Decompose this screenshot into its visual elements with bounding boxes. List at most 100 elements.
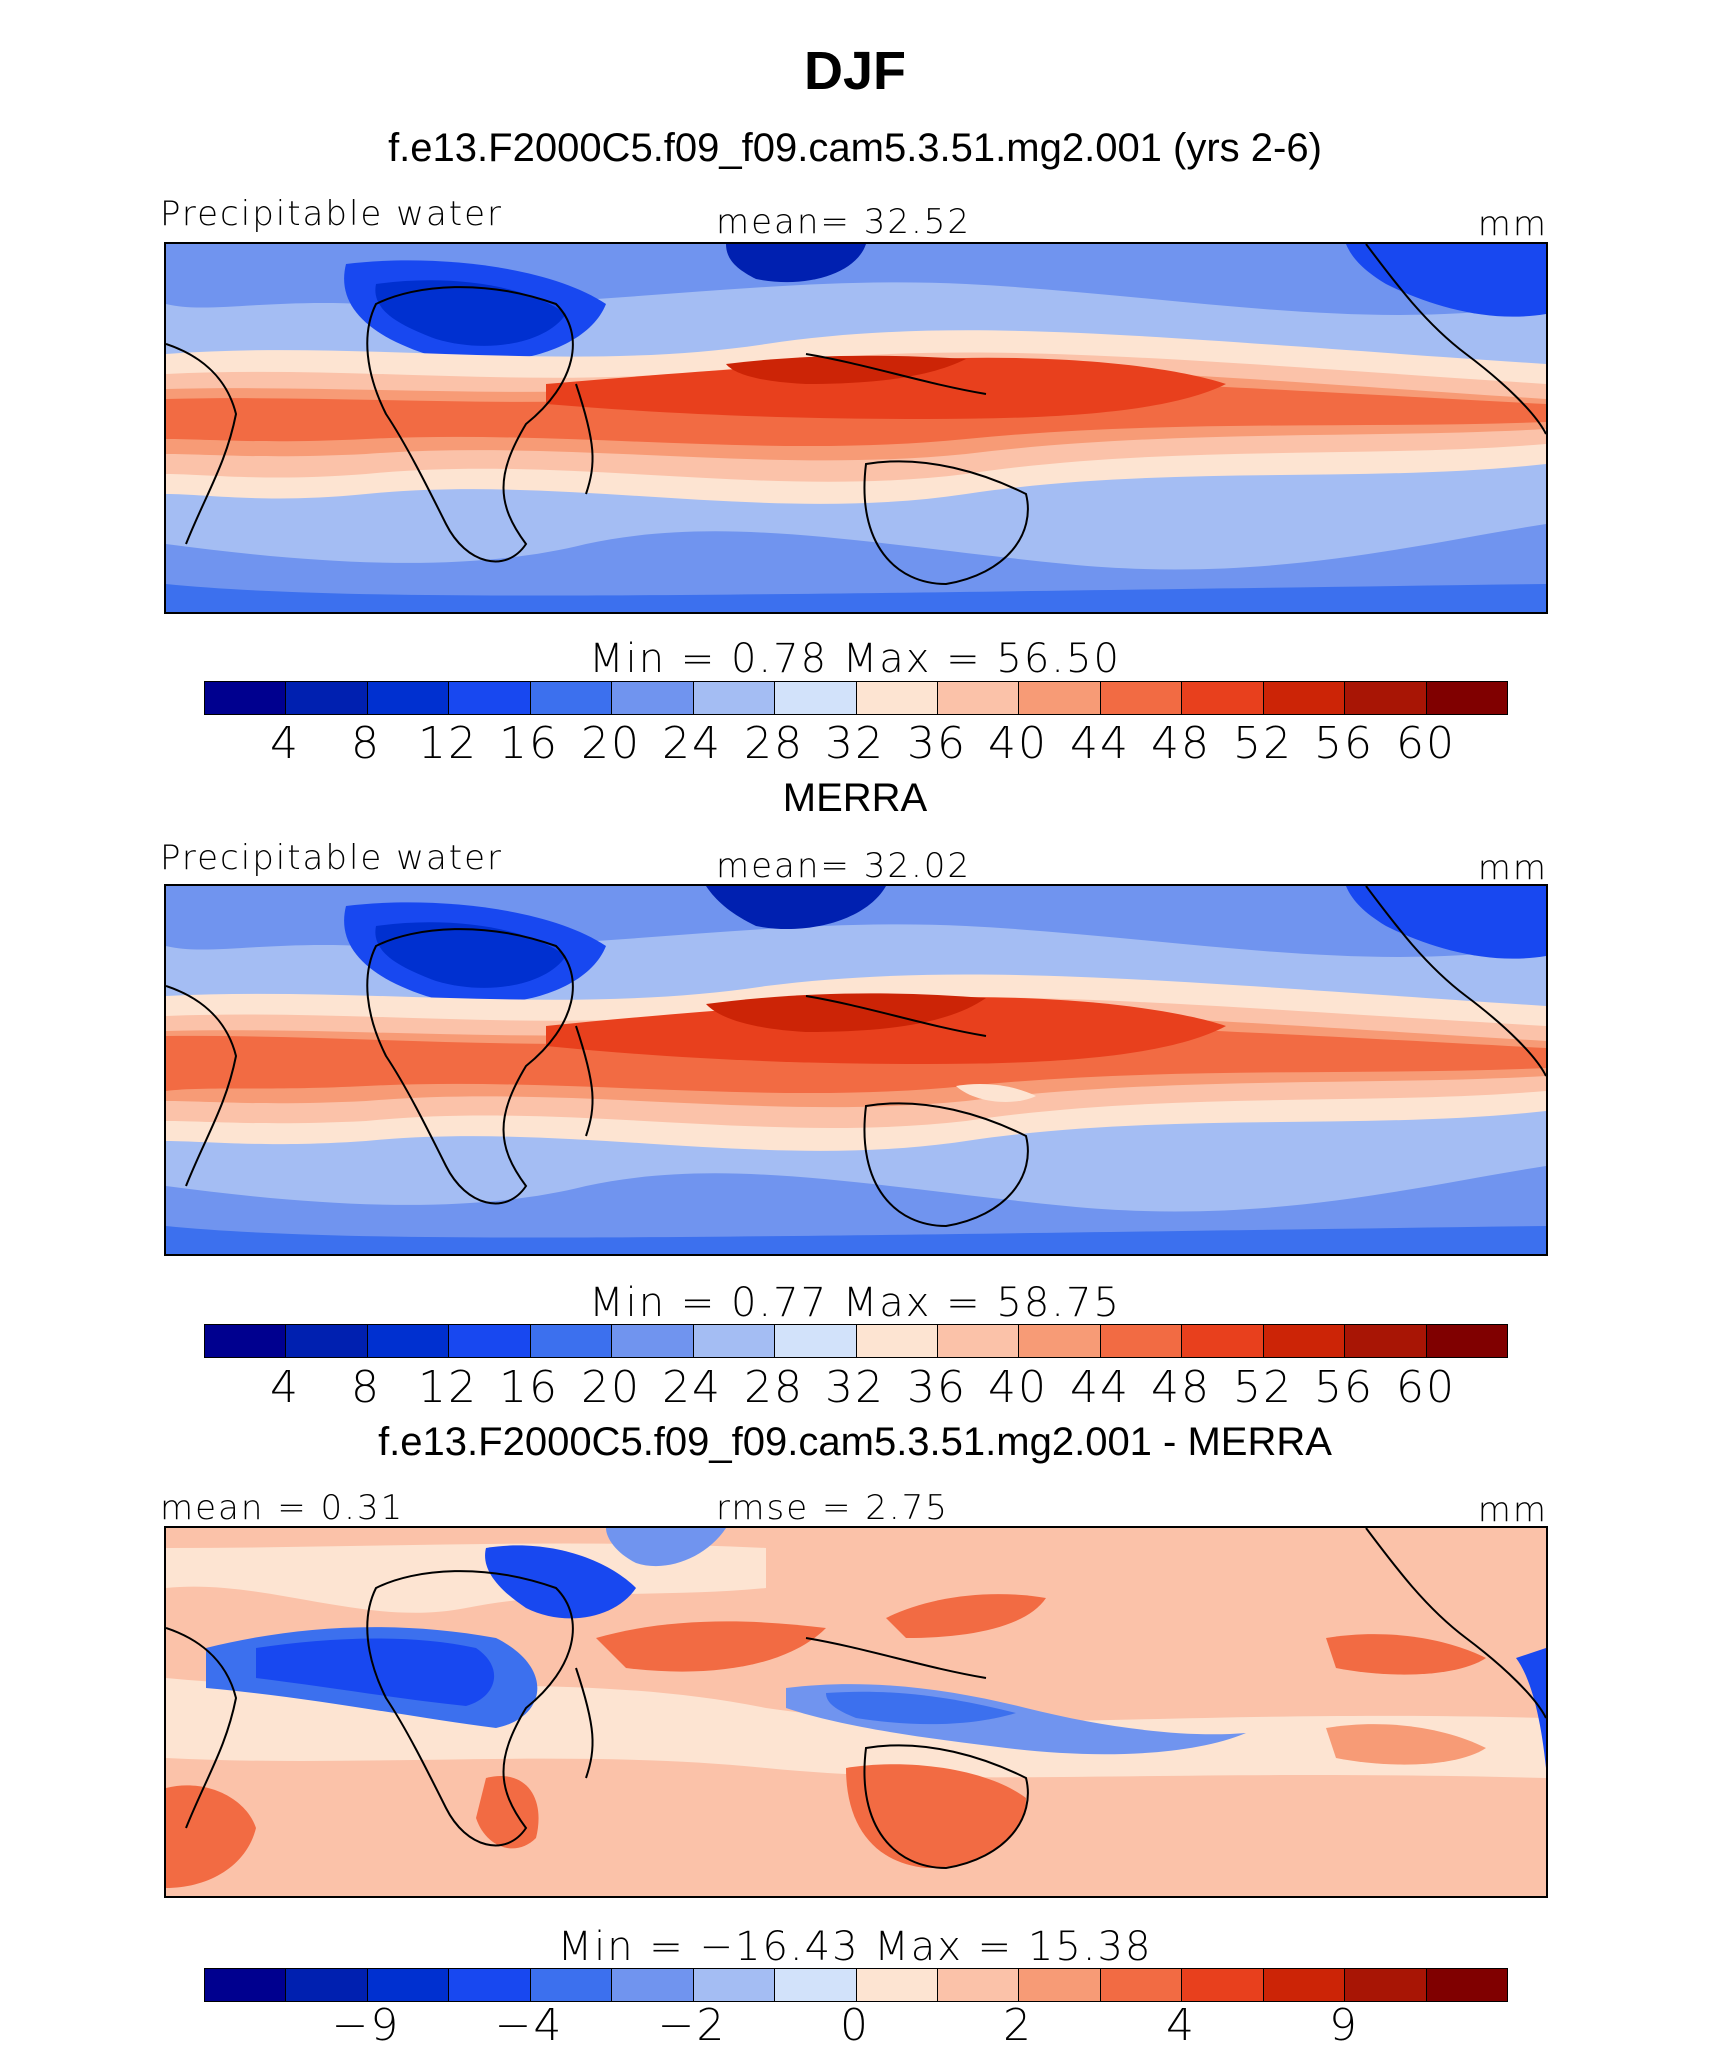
colorbar-swatch [530,1969,613,2001]
colorbar-swatch [530,682,613,714]
colorbar-swatch [1182,1325,1264,1357]
colorbar-tick: 4 [270,1362,300,1413]
colorbar-swatch [612,1969,694,2001]
colorbar-swatch [775,1325,857,1357]
colorbar-tick: 4 [1166,2000,1196,2051]
colorbar-tick: 12 [418,1362,478,1413]
colorbar-swatch [1345,1969,1427,2001]
panel-3-mean-label: mean = 0.31 [160,1488,405,1528]
colorbar-tick: −4 [494,2000,564,2051]
panel-2-units-label: mm [1477,848,1548,888]
panel-1-map [164,242,1548,614]
colorbar-swatch [1263,682,1346,714]
panel-1-mean-label: mean= 32.52 [716,202,972,242]
colorbar-swatch [286,1969,368,2001]
colorbar-tick: 9 [1329,2000,1359,2051]
colorbar-tick: 60 [1396,1362,1456,1413]
colorbar-swatch [1182,1969,1264,2001]
colorbar-tick: 28 [744,718,804,769]
colorbar-tick: 12 [418,718,478,769]
colorbar-tick: 2 [1003,2000,1033,2051]
colorbar-tick: 40 [988,718,1048,769]
panel-1-title: f.e13.F2000C5.f09_f09.cam5.3.51.mg2.001 … [388,126,1322,170]
colorbar-swatch [205,682,287,714]
colorbar-tick: 36 [907,718,967,769]
panel-3-minmax: Min = −16.43 Max = 15.38 [557,1924,1153,1970]
colorbar-tick: 48 [1151,1362,1211,1413]
panel-3-units-label: mm [1477,1490,1548,1530]
colorbar-swatch [937,682,1020,714]
colorbar-tick: 8 [351,1362,381,1413]
colorbar-tick: 44 [1070,718,1130,769]
colorbar-swatch [1426,1325,1507,1357]
colorbar-swatch [1426,1969,1507,2001]
panel-1-colorbar [204,681,1508,715]
colorbar-swatch [286,682,368,714]
panel-2-mean-label: mean= 32.02 [716,846,972,886]
panel-1-variable-label: Precipitable water [160,194,504,234]
colorbar-swatch [1019,1325,1101,1357]
panel-2-title: MERRA [782,776,928,820]
panel-3-colorbar-ticks: −9 −4 −2 0 2 4 9 [0,2000,1710,2051]
colorbar-tick: 4 [270,718,300,769]
colorbar-tick: 28 [744,1362,804,1413]
colorbar-swatch [612,1325,694,1357]
colorbar-tick: 32 [825,1362,885,1413]
colorbar-swatch [1263,1325,1346,1357]
panel-1-minmax: Min = 0.78 Max = 56.50 [589,636,1121,682]
colorbar-tick: 20 [581,1362,641,1413]
colorbar-swatch [693,682,776,714]
colorbar-tick: 24 [662,718,722,769]
panel-3-colorbar [204,1968,1508,2002]
colorbar-tick: 16 [499,718,559,769]
colorbar-swatch [367,682,450,714]
colorbar-tick: 16 [499,1362,559,1413]
colorbar-swatch [937,1969,1020,2001]
colorbar-swatch [1019,1969,1101,2001]
colorbar-swatch [449,682,531,714]
colorbar-swatch [856,1969,938,2001]
colorbar-swatch [530,1325,613,1357]
panel-3-rmse-label: rmse = 2.75 [716,1488,949,1528]
colorbar-swatch [856,682,938,714]
colorbar-swatch [1100,1325,1183,1357]
colorbar-swatch [937,1325,1020,1357]
colorbar-swatch [693,1325,776,1357]
panel-2-variable-label: Precipitable water [160,838,504,878]
panel-2-colorbar [204,1324,1508,1358]
colorbar-tick: 0 [840,2000,870,2051]
colorbar-tick: 40 [988,1362,1048,1413]
colorbar-tick: 36 [907,1362,967,1413]
colorbar-swatch [775,682,857,714]
colorbar-swatch [205,1325,287,1357]
colorbar-swatch [449,1969,531,2001]
panel-2-colorbar-ticks: 4 8 12 16 20 24 28 32 36 40 44 48 52 56 … [0,1362,1710,1418]
colorbar-swatch [693,1969,776,2001]
colorbar-tick: 60 [1396,718,1456,769]
panel-3-title: f.e13.F2000C5.f09_f09.cam5.3.51.mg2.001 … [378,1420,1332,1464]
colorbar-swatch [1345,682,1427,714]
colorbar-swatch [1100,682,1183,714]
panel-3-map [164,1526,1548,1898]
panel-2-minmax: Min = 0.77 Max = 58.75 [589,1280,1121,1326]
colorbar-swatch [286,1325,368,1357]
colorbar-tick: 32 [825,718,885,769]
colorbar-swatch [1182,682,1264,714]
colorbar-swatch [1019,682,1101,714]
panel-2-map [164,884,1548,1256]
colorbar-tick: 48 [1151,718,1211,769]
colorbar-tick: 56 [1314,718,1374,769]
colorbar-tick: −2 [657,2000,727,2051]
colorbar-swatch [205,1969,287,2001]
panel-1-units-label: mm [1477,204,1548,244]
page-title: DJF [803,41,906,101]
colorbar-tick: 56 [1314,1362,1374,1413]
colorbar-swatch [367,1325,450,1357]
colorbar-swatch [612,682,694,714]
colorbar-tick: 24 [662,1362,722,1413]
colorbar-tick: 8 [351,718,381,769]
colorbar-tick: 52 [1233,1362,1293,1413]
panel-1-colorbar-ticks: 4 8 12 16 20 24 28 32 36 40 44 48 52 56 … [0,718,1710,774]
colorbar-swatch [856,1325,938,1357]
colorbar-swatch [1426,682,1507,714]
